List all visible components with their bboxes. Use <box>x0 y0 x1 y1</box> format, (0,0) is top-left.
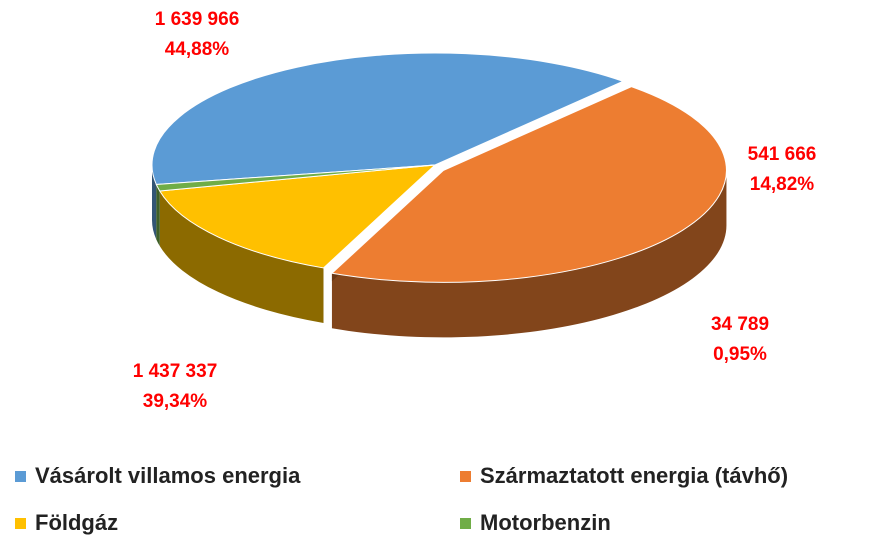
slice-side <box>152 165 157 240</box>
legend-label: Származtatott energia (távhő) <box>480 463 788 488</box>
legend-label: Földgáz <box>35 510 118 535</box>
slice <box>158 164 437 269</box>
percentage-label: 44,88% <box>165 39 230 60</box>
legend-marker <box>15 471 26 482</box>
legend-marker <box>460 471 471 482</box>
percentage-label: 39,34% <box>143 391 208 412</box>
legend-marker <box>460 518 471 529</box>
slice-side <box>156 184 160 247</box>
slice <box>330 86 727 283</box>
legend-marker <box>15 518 26 529</box>
value-label: 1 437 337 <box>133 361 218 382</box>
slice-side <box>331 170 727 338</box>
legend-label: Motorbenzin <box>480 510 611 535</box>
slice <box>155 164 436 192</box>
value-label: 34 789 <box>711 314 769 335</box>
slice-side <box>159 191 324 323</box>
percentage-label: 0,95% <box>713 344 767 365</box>
slice <box>151 52 625 185</box>
value-label: 541 666 <box>748 144 817 165</box>
value-label: 1 639 966 <box>155 9 240 30</box>
percentage-label: 14,82% <box>750 174 815 195</box>
legend-label: Vásárolt villamos energia <box>35 463 301 488</box>
